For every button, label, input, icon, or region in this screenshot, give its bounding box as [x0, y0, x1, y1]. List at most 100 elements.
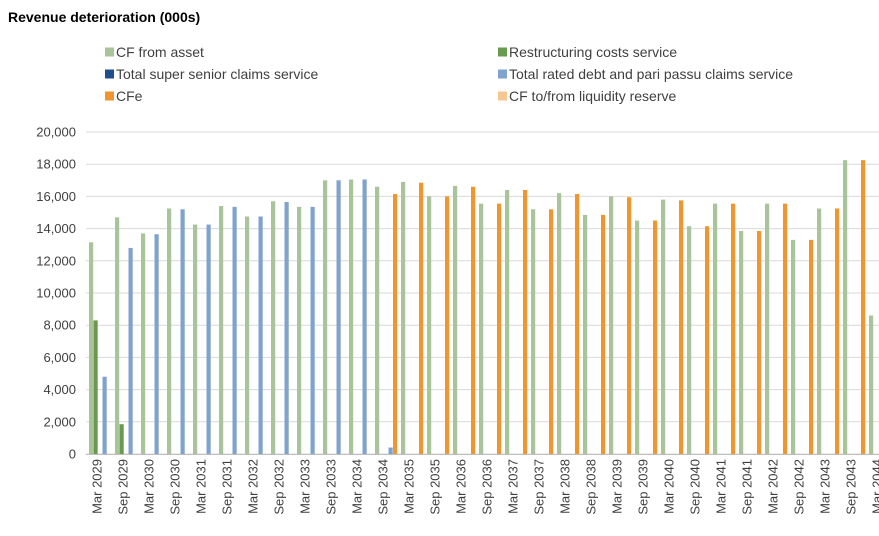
x-tick-label: Mar 2044	[870, 459, 879, 514]
legend-label: Restructuring costs service	[509, 44, 677, 60]
bar	[102, 376, 107, 454]
y-tick-label: 18,000	[36, 157, 76, 172]
legend-label: CFe	[116, 88, 143, 104]
x-tick-label: Sep 2037	[532, 459, 547, 515]
bar	[206, 224, 211, 454]
bar	[705, 226, 710, 454]
x-tick-label: Mar 2034	[350, 459, 365, 514]
y-tick-label: 0	[69, 447, 76, 462]
bar	[687, 226, 692, 454]
bar	[180, 209, 185, 454]
bar	[765, 203, 770, 454]
bar	[393, 193, 398, 455]
bar	[531, 209, 536, 454]
bar	[835, 208, 840, 454]
bar	[523, 189, 528, 454]
x-tick-label: Sep 2034	[376, 459, 391, 515]
bar	[271, 201, 276, 454]
bar	[713, 203, 718, 454]
x-tick-label: Mar 2035	[402, 459, 417, 514]
bar	[219, 206, 224, 454]
x-tick-label: Sep 2030	[168, 459, 183, 515]
bar	[635, 220, 640, 454]
bar	[401, 181, 406, 454]
bar	[549, 209, 554, 454]
y-tick-label: 6,000	[43, 350, 76, 365]
x-tick-label: Mar 2039	[610, 459, 625, 514]
bar	[375, 186, 380, 455]
legend-swatch	[105, 69, 114, 79]
chart-title: Revenue deterioration (000s)	[8, 9, 201, 25]
x-tick-label: Sep 2035	[428, 459, 443, 515]
y-tick-label: 20,000	[36, 125, 76, 140]
bar	[791, 239, 796, 454]
bar	[323, 180, 328, 455]
x-tick-label: Mar 2040	[662, 459, 677, 514]
y-tick-label: 10,000	[36, 286, 76, 301]
bar	[757, 231, 762, 454]
x-tick-label: Mar 2029	[90, 459, 105, 514]
bar	[661, 199, 666, 454]
x-tick-label: Sep 2032	[272, 459, 287, 515]
x-tick-label: Sep 2041	[740, 459, 755, 515]
bar	[453, 185, 458, 454]
legend-swatch	[498, 69, 507, 79]
x-tick-label: Mar 2042	[766, 459, 781, 514]
bar	[154, 234, 159, 454]
y-tick-label: 8,000	[43, 318, 76, 333]
y-tick-label: 4,000	[43, 382, 76, 397]
y-tick-label: 14,000	[36, 221, 76, 236]
x-tick-label: Sep 2031	[220, 459, 235, 515]
x-tick-label: Mar 2041	[714, 459, 729, 514]
bar	[193, 224, 198, 454]
bar	[362, 179, 367, 454]
bar	[349, 179, 354, 454]
bar	[557, 193, 562, 454]
bar	[653, 220, 658, 454]
bar	[731, 203, 736, 454]
x-tick-label: Sep 2038	[584, 459, 599, 515]
bar	[869, 315, 874, 454]
x-tick-label: Sep 2040	[688, 459, 703, 515]
x-tick-label: Sep 2033	[324, 459, 339, 515]
bar	[601, 214, 606, 454]
bar	[258, 216, 263, 454]
legend-swatch	[498, 47, 507, 57]
bar	[583, 214, 588, 454]
bar	[861, 160, 866, 455]
bar	[739, 231, 744, 454]
bar	[232, 206, 237, 454]
x-tick-label: Mar 2032	[246, 459, 261, 514]
bar	[445, 196, 450, 454]
bar	[419, 182, 424, 454]
bar	[575, 193, 580, 455]
x-tick-label: Mar 2033	[298, 459, 313, 514]
x-tick-label: Sep 2036	[480, 459, 495, 515]
bar	[809, 239, 814, 454]
bar	[284, 202, 289, 454]
bar	[310, 206, 315, 454]
y-tick-label: 12,000	[36, 253, 76, 268]
x-tick-label: Mar 2031	[194, 459, 209, 514]
x-tick-label: Sep 2042	[792, 459, 807, 515]
bar	[471, 186, 476, 455]
bar	[336, 180, 341, 455]
bar	[388, 447, 393, 454]
x-tick-label: Mar 2037	[506, 459, 521, 514]
bar	[817, 208, 822, 454]
bar	[245, 216, 250, 454]
bar	[627, 197, 632, 454]
legend-label: CF from asset	[116, 44, 204, 60]
bar	[505, 189, 510, 454]
x-tick-label: Sep 2029	[116, 459, 131, 515]
bar	[679, 200, 684, 454]
bar	[141, 233, 146, 454]
x-tick-label: Mar 2043	[818, 459, 833, 514]
bar	[479, 203, 484, 454]
bar	[497, 203, 502, 454]
legend-swatch	[105, 47, 114, 57]
x-tick-label: Mar 2036	[454, 459, 469, 514]
legend-swatch	[498, 91, 507, 101]
legend-label: Total super senior claims service	[116, 66, 319, 82]
